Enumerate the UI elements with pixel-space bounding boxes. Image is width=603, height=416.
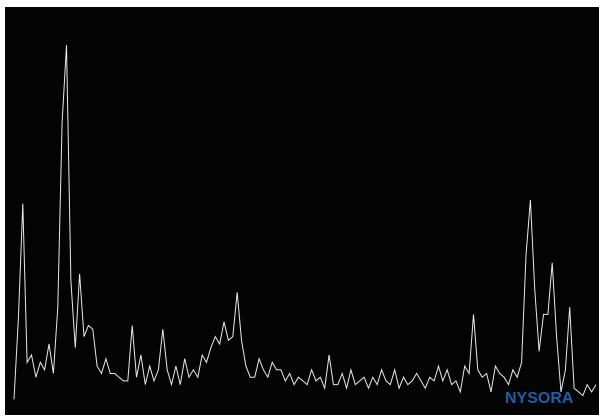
series-layer (13, 45, 597, 400)
nysora-watermark: NYSORA (505, 390, 574, 407)
series-line-0 (13, 45, 597, 400)
watermark-text: NYSORA (505, 390, 574, 407)
plot-background (5, 7, 599, 415)
